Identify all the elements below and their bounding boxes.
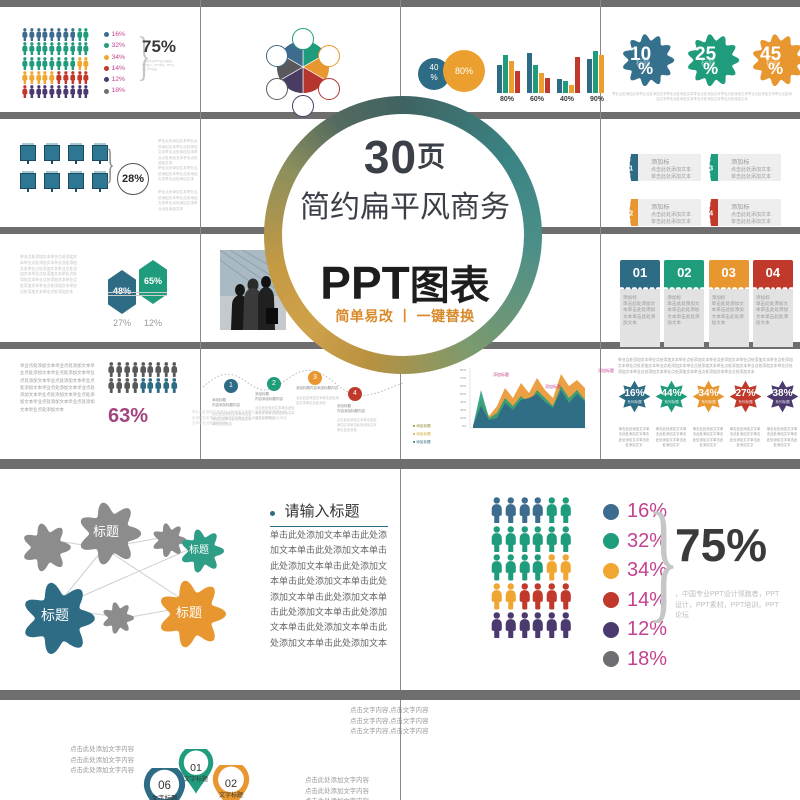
svg-text:85%: 85% xyxy=(460,368,466,372)
svg-text:45%: 45% xyxy=(460,400,466,404)
svg-text:80%: 80% xyxy=(500,96,515,103)
svg-text:75%: 75% xyxy=(460,376,466,380)
svg-text:35%: 35% xyxy=(460,408,466,412)
svg-text:25%: 25% xyxy=(460,416,466,420)
svg-text:65%: 65% xyxy=(460,384,466,388)
svg-text:40%: 40% xyxy=(560,96,575,103)
svg-text:90%: 90% xyxy=(590,96,605,103)
svg-text:0%: 0% xyxy=(462,424,467,428)
svg-text:55%: 55% xyxy=(460,392,466,396)
svg-text:60%: 60% xyxy=(530,96,545,103)
